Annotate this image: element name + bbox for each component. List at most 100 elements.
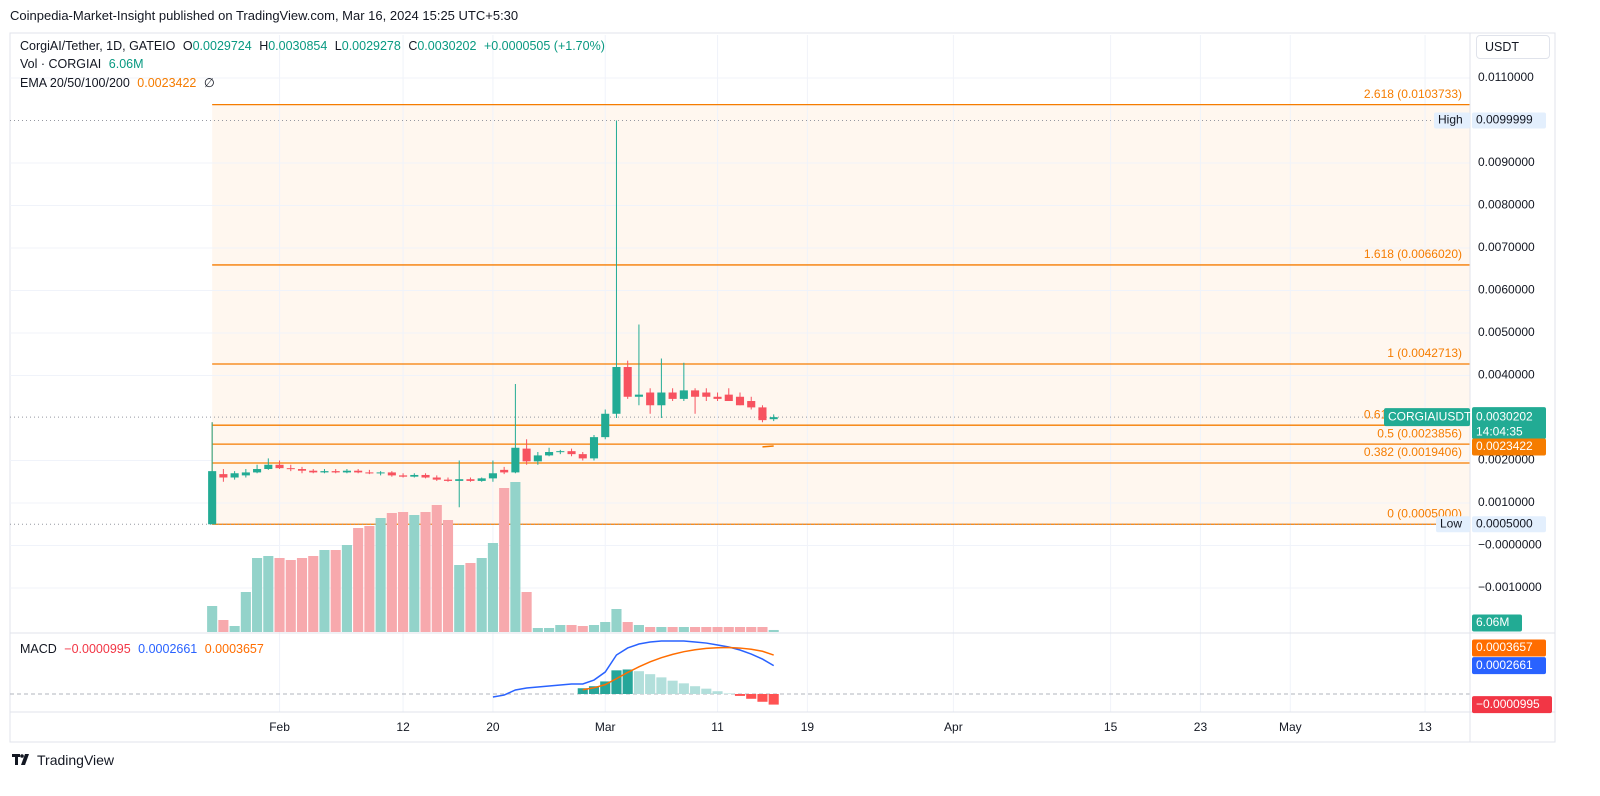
volume-bar xyxy=(285,560,296,632)
fib-label: 0.382 (0.0019406) xyxy=(1364,445,1462,459)
volume-bar xyxy=(252,558,263,632)
legend-ema: EMA 20/50/100/200 0.0023422 ∅ xyxy=(20,75,219,90)
candle-body xyxy=(578,454,587,459)
volume-bar xyxy=(723,627,734,632)
candle-body xyxy=(241,472,250,476)
y-tick-label: 0.0090000 xyxy=(1478,155,1535,169)
volume-bar xyxy=(690,627,701,632)
volume-bar xyxy=(566,625,577,632)
high-value: 0.0099999 xyxy=(1476,113,1533,127)
ohlc-letter: O xyxy=(182,39,193,53)
low-name: Low xyxy=(1440,516,1462,530)
macd-histogram-bar xyxy=(667,680,678,694)
volume-title: Vol · CORGIAI xyxy=(20,57,102,71)
macd-histogram-bar xyxy=(577,688,588,694)
ohlc-value: 0.0029724 xyxy=(192,39,252,53)
volume-bar xyxy=(386,513,397,632)
candle-body xyxy=(410,474,419,477)
signal-line xyxy=(582,646,774,691)
candle-body xyxy=(668,392,677,399)
volume-bar xyxy=(364,526,375,632)
volume-bar xyxy=(465,563,476,632)
histogram-badge-bg xyxy=(1472,696,1552,714)
symbol-badge-bg xyxy=(1384,408,1470,427)
candle-body xyxy=(399,475,408,477)
legend-volume: Vol · CORGIAI 6.06M xyxy=(20,57,148,71)
candle-body xyxy=(331,471,340,473)
brand: TradingView xyxy=(37,752,115,768)
macd-histogram-bar xyxy=(611,670,622,694)
volume-value: 6.06M xyxy=(108,57,144,71)
candle-body xyxy=(758,407,767,421)
candle-body xyxy=(522,448,531,462)
candle-body xyxy=(477,478,486,481)
volume-bar xyxy=(712,627,723,632)
candle-body xyxy=(724,394,733,402)
ohlc-letter: H xyxy=(259,39,269,53)
y-tick-label: 0.0070000 xyxy=(1478,240,1535,254)
candle-body xyxy=(264,464,273,470)
candle-body xyxy=(679,390,688,399)
x-tick-label: 23 xyxy=(1194,720,1208,734)
volume-bar xyxy=(420,512,431,632)
ohlc-letter: L xyxy=(334,39,342,53)
ohlc-letter: C xyxy=(408,39,418,53)
macd-histogram-bar xyxy=(622,669,633,694)
macd-histogram-bar xyxy=(734,693,746,696)
y-tick-label: −0.0000000 xyxy=(1478,538,1542,552)
volume-bar xyxy=(678,627,689,632)
candle-body xyxy=(365,472,374,474)
macd-histogram-bar xyxy=(645,674,656,694)
macd-line xyxy=(492,640,775,698)
candle-body xyxy=(275,464,284,469)
volume-bar xyxy=(544,628,555,632)
candle-body xyxy=(230,473,239,478)
volume-bar xyxy=(577,626,588,632)
frame xyxy=(9,32,1556,743)
legend-macd: MACD −0.0000995 0.0002661 0.0003657 xyxy=(20,642,268,656)
candle-body xyxy=(421,474,430,478)
candle-body xyxy=(387,472,396,476)
volume-bar xyxy=(645,627,656,632)
symbol: CorgiAI/Tether, 1D, GATEIO xyxy=(20,39,176,53)
candle-body xyxy=(376,472,385,474)
symbol-badge: CORGIAIUSDT xyxy=(1388,409,1472,423)
x-tick-label: Mar xyxy=(595,720,616,734)
volume-bar xyxy=(487,543,498,632)
volume-bar xyxy=(330,550,341,632)
volume-bar xyxy=(454,565,465,632)
volume-bar xyxy=(207,606,218,632)
candle-body xyxy=(657,392,666,406)
low-value: 0.0005000 xyxy=(1476,516,1533,530)
macd-value: 0.0002661 xyxy=(138,642,198,656)
macd-histogram-bar xyxy=(768,693,779,705)
macd-histogram-bar xyxy=(690,686,701,694)
volume-bar xyxy=(633,625,644,632)
volume-bar xyxy=(319,550,330,632)
candle-body xyxy=(297,469,307,471)
macd-histogram-bar xyxy=(723,693,734,694)
volume-bar xyxy=(656,627,667,632)
volume-bar xyxy=(757,627,768,632)
candle-body xyxy=(713,396,722,399)
logo xyxy=(12,754,29,765)
signal-badge: 0.0003657 xyxy=(1476,640,1533,654)
signal-value: 0.0003657 xyxy=(204,642,264,656)
candle-body xyxy=(309,470,318,473)
x-tick-label: 13 xyxy=(1418,720,1432,734)
macd-histogram-bar xyxy=(712,691,723,694)
candle-body xyxy=(612,367,621,414)
macd-badge-bg xyxy=(1472,657,1546,675)
volume-bar xyxy=(218,620,229,632)
candle-body xyxy=(286,468,295,470)
volume-bar xyxy=(510,482,521,632)
currency-button[interactable]: USDT xyxy=(1476,35,1550,59)
macd-hist-value: −0.0000995 xyxy=(64,642,131,656)
volume-bar xyxy=(398,512,409,632)
volume-bar xyxy=(240,592,251,632)
high-name: High xyxy=(1438,113,1463,127)
candle-body xyxy=(545,452,554,456)
macd-histogram-bar xyxy=(746,693,757,699)
